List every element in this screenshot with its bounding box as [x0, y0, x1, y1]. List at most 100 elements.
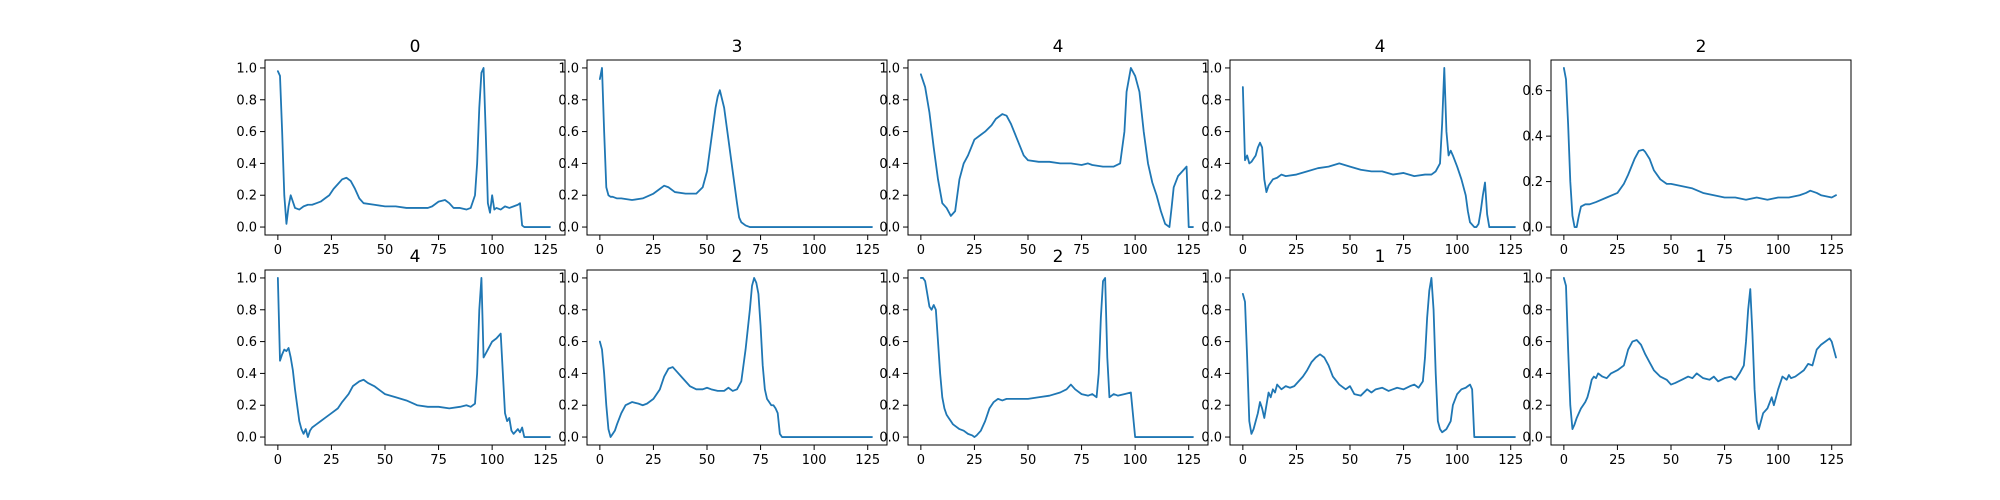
- subplot-2: 4 0 25 50 75 100 125 0.0 0.2 0.4 0.6 0.8 1.0: [879, 37, 1209, 258]
- x-tick-label: 75: [1716, 453, 1733, 468]
- subplot-1: 3 0 25 50 75 100 125 0.0 0.2 0.4 0.6 0.8 1.0: [558, 37, 888, 258]
- y-tick-label: 0.2: [1201, 399, 1222, 414]
- x-tick-label: 25: [1288, 243, 1305, 258]
- y-tick-label: 0.4: [236, 157, 257, 172]
- y-tick-label: 0.2: [236, 399, 257, 414]
- x-tick-label: 50: [1342, 243, 1359, 258]
- series-line: [1241, 277, 1516, 438]
- x-tick-label: 50: [1663, 453, 1680, 468]
- x-tick-label: 125: [1176, 243, 1201, 258]
- y-tick-label: 0.8: [879, 93, 900, 108]
- x-tick-label: 100: [1445, 243, 1470, 258]
- x-tick-label: 0: [1239, 453, 1247, 468]
- y-tick-label: 1.0: [1522, 271, 1543, 286]
- subplot-4: 2 0 25 50 75 100 125 0.0 0.2 0.4 0.6: [1522, 37, 1852, 258]
- x-tick-label: 125: [1819, 243, 1844, 258]
- y-tick-label: 0.0: [558, 431, 579, 446]
- y-tick-label: 0.4: [1522, 367, 1543, 382]
- y-tick-label: 0.4: [1201, 367, 1222, 382]
- y-tick-label: 0.6: [879, 335, 900, 350]
- x-tick-label: 25: [645, 453, 662, 468]
- y-tick-label: 0.8: [1201, 93, 1222, 108]
- x-tick-label: 75: [430, 453, 447, 468]
- y-tick-label: 0.8: [236, 93, 257, 108]
- series-line: [1562, 67, 1837, 228]
- subplot-9: 1 0 25 50 75 100 125 0.0 0.2 0.4 0.6 0.8 1.0: [1522, 247, 1852, 468]
- x-tick-label: 125: [1819, 453, 1844, 468]
- x-tick-label: 75: [752, 453, 769, 468]
- axes-frame: [1550, 269, 1852, 446]
- axes-frame: [907, 59, 1209, 236]
- x-tick-label: 0: [1560, 453, 1568, 468]
- y-tick-label: 0.8: [1201, 303, 1222, 318]
- y-tick-label: 0.8: [236, 303, 257, 318]
- y-tick-label: 1.0: [236, 271, 257, 286]
- y-tick-label: 1.0: [236, 61, 257, 76]
- y-tick-label: 0.6: [1522, 335, 1543, 350]
- y-tick-label: 0.8: [1522, 303, 1543, 318]
- x-tick-label: 0: [1560, 243, 1568, 258]
- x-tick-label: 25: [1288, 453, 1305, 468]
- series-line: [919, 67, 1194, 228]
- subplot-title: 1: [1375, 247, 1386, 267]
- y-tick-label: 0.8: [558, 93, 579, 108]
- series-line: [1241, 67, 1516, 228]
- y-tick-label: 1.0: [879, 61, 900, 76]
- axes-frame: [586, 59, 888, 236]
- x-tick-label: 25: [323, 453, 340, 468]
- series-line: [598, 67, 873, 228]
- x-tick-label: 0: [596, 243, 604, 258]
- y-tick-label: 0.2: [1522, 399, 1543, 414]
- y-tick-label: 0.6: [1201, 335, 1222, 350]
- x-tick-label: 100: [1766, 243, 1791, 258]
- y-tick-label: 0.0: [1201, 221, 1222, 236]
- series-line: [919, 277, 1194, 438]
- x-tick-label: 50: [377, 243, 394, 258]
- x-tick-label: 50: [699, 453, 716, 468]
- y-tick-label: 0.6: [1522, 84, 1543, 99]
- x-tick-label: 0: [917, 453, 925, 468]
- axes-frame: [907, 269, 1209, 446]
- y-tick-label: 1.0: [1201, 61, 1222, 76]
- y-tick-label: 0.4: [558, 367, 579, 382]
- y-tick-label: 0.6: [236, 335, 257, 350]
- subplot-title: 2: [732, 247, 743, 267]
- x-tick-label: 100: [802, 243, 827, 258]
- x-tick-label: 50: [699, 243, 716, 258]
- y-tick-label: 0.4: [1201, 157, 1222, 172]
- x-tick-label: 50: [1663, 243, 1680, 258]
- x-tick-label: 25: [645, 243, 662, 258]
- axes-frame: [1550, 59, 1852, 236]
- series-line: [598, 277, 873, 438]
- x-tick-label: 100: [1766, 453, 1791, 468]
- y-tick-label: 0.0: [1522, 221, 1543, 236]
- x-tick-label: 25: [1609, 453, 1626, 468]
- subplot-title: 1: [1696, 247, 1707, 267]
- x-tick-label: 50: [1342, 453, 1359, 468]
- subplot-0: 0 0 25 50 75 100 125 0.0 0.2 0.4 0.6 0.8 1.0: [236, 37, 566, 258]
- y-tick-label: 0.2: [879, 399, 900, 414]
- x-tick-label: 0: [1239, 243, 1247, 258]
- y-tick-label: 0.2: [879, 189, 900, 204]
- y-tick-label: 0.6: [236, 125, 257, 140]
- y-tick-label: 0.2: [1201, 189, 1222, 204]
- y-tick-label: 0.2: [558, 189, 579, 204]
- y-tick-label: 1.0: [879, 271, 900, 286]
- y-tick-label: 0.0: [879, 431, 900, 446]
- x-tick-label: 25: [966, 453, 983, 468]
- x-tick-label: 100: [1445, 453, 1470, 468]
- x-tick-label: 100: [802, 453, 827, 468]
- x-tick-label: 0: [274, 243, 282, 258]
- subplot-3: 4 0 25 50 75 100 125 0.0 0.2 0.4 0.6 0.8 1.0: [1201, 37, 1531, 258]
- x-tick-label: 75: [1073, 453, 1090, 468]
- x-tick-label: 125: [533, 243, 558, 258]
- y-tick-label: 0.0: [558, 221, 579, 236]
- x-tick-label: 25: [323, 243, 340, 258]
- subplot-title: 0: [410, 37, 421, 57]
- x-tick-label: 100: [480, 243, 505, 258]
- subplot-title: 2: [1696, 37, 1707, 57]
- x-tick-label: 25: [966, 243, 983, 258]
- subplot-title: 4: [1375, 37, 1386, 57]
- y-tick-label: 1.0: [1201, 271, 1222, 286]
- x-tick-label: 75: [1395, 243, 1412, 258]
